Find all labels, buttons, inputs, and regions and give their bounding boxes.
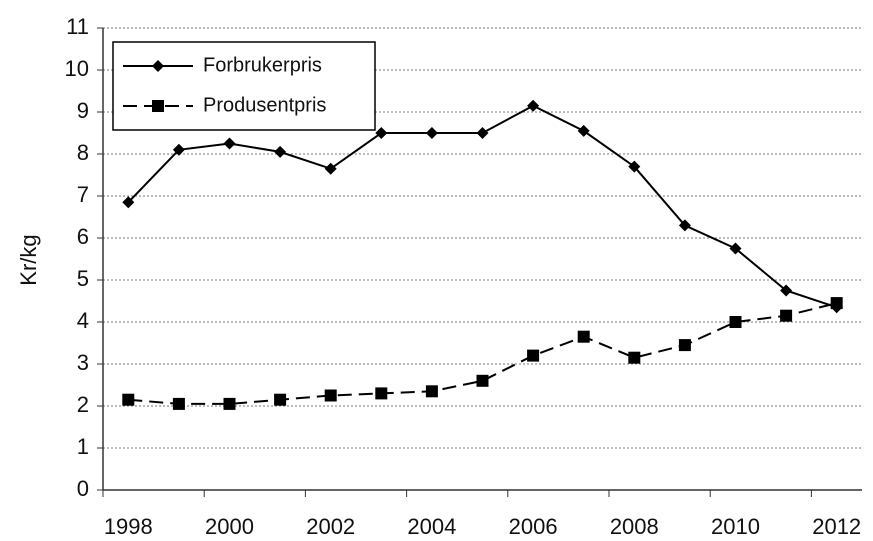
- point: [122, 196, 135, 209]
- point: [223, 397, 236, 410]
- point: [780, 309, 793, 322]
- point: [223, 137, 236, 150]
- x-tick-label: 2010: [711, 514, 760, 539]
- x-tick-label: 1998: [104, 514, 153, 539]
- point: [122, 393, 135, 406]
- y-tick-label: 9: [77, 98, 89, 123]
- point: [274, 393, 287, 406]
- y-tick-label: 2: [77, 392, 89, 417]
- point: [577, 124, 590, 137]
- legend-box: [112, 41, 376, 131]
- point: [425, 127, 438, 139]
- point: [375, 127, 388, 139]
- y-tick-label: 11: [66, 14, 89, 39]
- y-tick-label: 8: [77, 140, 89, 165]
- point: [324, 162, 337, 175]
- point: [324, 389, 337, 402]
- x-tick-label: 2008: [610, 514, 659, 539]
- series-line: [128, 302, 837, 405]
- legend-label: Forbrukerpris: [203, 54, 322, 76]
- legend-marker: [152, 100, 164, 112]
- point: [172, 397, 185, 410]
- point: [425, 385, 438, 398]
- point: [678, 339, 691, 352]
- point: [476, 374, 489, 387]
- y-tick-label: 4: [77, 308, 89, 333]
- x-tick-label: 2000: [205, 514, 254, 539]
- point: [577, 330, 590, 343]
- y-tick-label: 3: [77, 350, 89, 375]
- y-axis-label: Kr/kg: [16, 234, 41, 285]
- point: [527, 99, 540, 112]
- x-tick-label: 2012: [812, 514, 861, 539]
- y-tick-label: 10: [65, 56, 89, 81]
- x-tick-label: 2004: [407, 514, 456, 539]
- x-tick-label: 2006: [509, 514, 558, 539]
- y-tick-label: 0: [77, 476, 89, 501]
- y-tick-label: 5: [77, 266, 89, 291]
- legend-label: Produsentpris: [203, 94, 326, 116]
- y-tick-label: 7: [77, 182, 89, 207]
- y-tick-label: 1: [77, 434, 89, 459]
- point: [729, 242, 742, 255]
- point: [628, 160, 641, 173]
- x-tick-label: 2002: [306, 514, 355, 539]
- y-tick-label: 6: [77, 224, 89, 249]
- point: [628, 351, 641, 364]
- legend-marker: [152, 60, 164, 72]
- point: [830, 297, 843, 310]
- point: [172, 143, 185, 156]
- point: [678, 219, 691, 232]
- point: [527, 349, 540, 362]
- point: [780, 284, 793, 297]
- point: [729, 316, 742, 328]
- point: [274, 145, 287, 158]
- point: [476, 127, 489, 139]
- point: [375, 387, 388, 400]
